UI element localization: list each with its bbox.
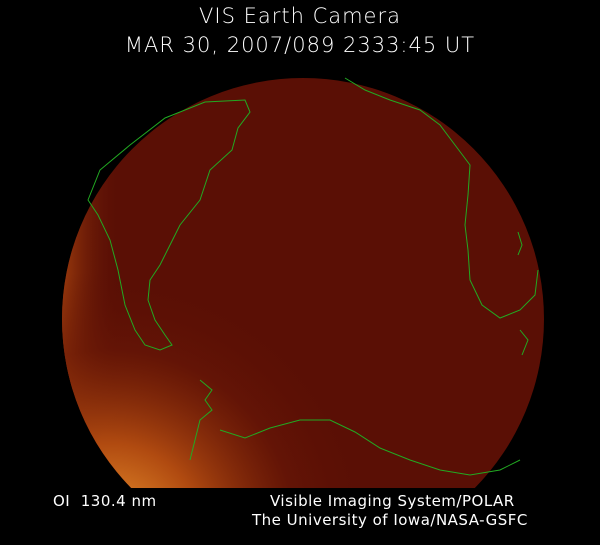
credit-line-2: The University of Iowa/NASA-GSFC (252, 511, 528, 529)
credit-line-1: Visible Imaging System/POLAR (270, 492, 515, 510)
wavelength-label: OI 130.4 nm (53, 492, 157, 510)
image-timestamp: MAR 30, 2007/089 2333:45 UT (124, 33, 476, 57)
image-title: VIS Earth Camera (199, 4, 401, 28)
coastline-overlay (87, 77, 539, 476)
